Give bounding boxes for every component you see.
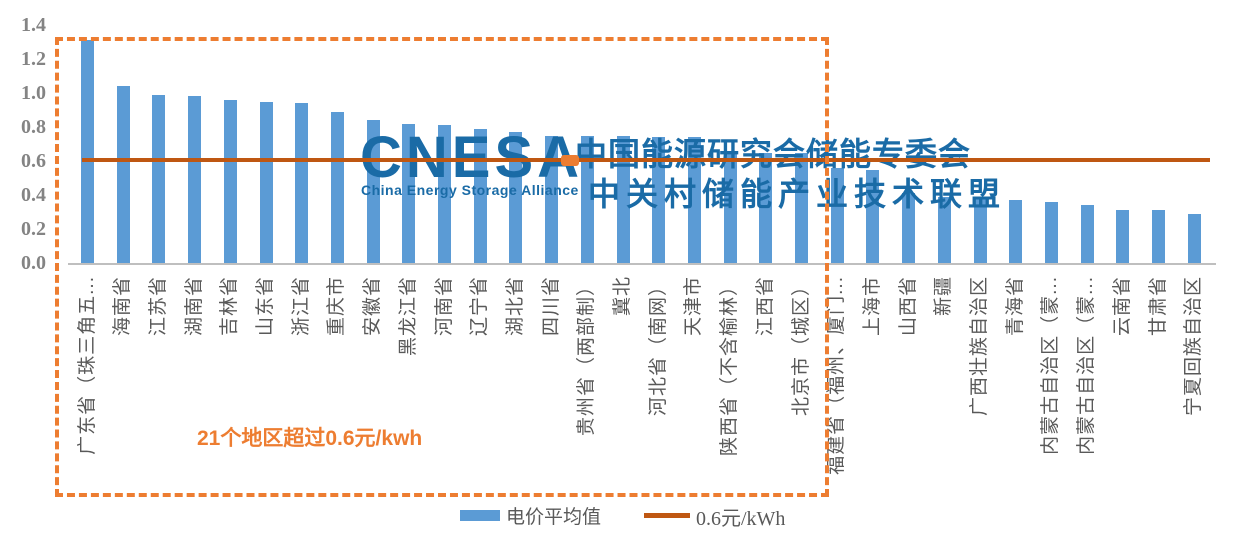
bar-宁夏回族自治区: [1187, 213, 1201, 263]
x-label-福建省（福州、厦门...: 福建省（福州、厦门...: [826, 276, 848, 475]
bar-山西省: [902, 193, 916, 263]
x-label-山西省: 山西省: [897, 276, 919, 337]
bar-四川省: [545, 135, 559, 263]
bar-江苏省: [152, 94, 166, 263]
bar-湖北省: [509, 132, 523, 263]
bar-吉林省: [223, 99, 237, 263]
x-label-内蒙古自治区（蒙...: 内蒙古自治区（蒙...: [1076, 276, 1098, 455]
y-tick-0.0: 0.0: [21, 252, 46, 274]
bar-陕西省（不含榆林）: [723, 150, 737, 263]
bar-河北省（南网）: [652, 137, 666, 263]
cnesa-logo-accent-mark: [561, 155, 579, 166]
y-tick-1.2: 1.2: [21, 48, 46, 70]
x-label-新疆: 新疆: [933, 276, 955, 317]
bar-江西省: [759, 152, 773, 263]
bar-重庆市: [330, 111, 344, 263]
bar-湖南省: [188, 96, 202, 263]
x-label-广西壮族自治区: 广西壮族自治区: [969, 276, 990, 417]
bar-广东省（珠三角五...: [81, 40, 94, 263]
bar-内蒙古自治区（蒙...: [1044, 201, 1058, 263]
y-tick-1.0: 1.0: [21, 82, 46, 104]
bar-天津市: [687, 137, 701, 263]
x-axis-line: [68, 263, 1216, 265]
bar-北京市（城区）: [795, 152, 808, 263]
watermark-line2: 中关村储能产业技术联盟: [588, 176, 1007, 212]
bar-安徽省: [366, 120, 380, 263]
bar-海南省: [116, 86, 130, 263]
y-tick-0.8: 0.8: [21, 116, 46, 138]
bar-广西壮族自治区: [973, 198, 987, 263]
annotation-text: 21个地区超过0.6元/kwh: [197, 427, 423, 450]
cnesa-logo-subtext: China Energy Storage Alliance: [361, 182, 579, 198]
bar-内蒙古自治区（蒙...: [1080, 205, 1094, 263]
x-label-青海省: 青海省: [1004, 276, 1026, 337]
bar-冀北: [616, 135, 630, 263]
bar-甘肃省: [1152, 210, 1165, 263]
x-label-内蒙古自治区（蒙...: 内蒙古自治区（蒙...: [1040, 276, 1062, 455]
bar-贵州省（两部制）: [580, 135, 594, 263]
bar-青海省: [1009, 200, 1023, 263]
watermark-line1: 中国能源研究会储能专委会: [575, 136, 972, 172]
x-label-云南省: 云南省: [1111, 276, 1133, 337]
legend-bar-swatch: [460, 510, 500, 521]
legend-bar-label: 电价平均值: [506, 507, 602, 528]
y-tick-0.4: 0.4: [21, 184, 46, 206]
bar-山东省: [259, 101, 273, 263]
highlight-dashed-box: [55, 37, 829, 497]
x-label-上海市: 上海市: [861, 276, 883, 337]
y-tick-0.6: 0.6: [21, 150, 46, 172]
bar-新疆: [937, 196, 951, 263]
bar-辽宁省: [473, 128, 487, 263]
legend-line-label: 0.6元/kWh: [696, 508, 786, 530]
bar-云南省: [1116, 210, 1130, 263]
bar-上海市: [866, 169, 880, 263]
x-label-甘肃省: 甘肃省: [1147, 276, 1169, 337]
legend-line-swatch: [644, 513, 690, 518]
x-label-宁夏回族自治区: 宁夏回族自治区: [1183, 276, 1205, 417]
y-tick-1.4: 1.4: [21, 14, 46, 36]
cnesa-logo-text: CNESA: [360, 125, 584, 190]
legend: 电价平均值 0.6元/kWh: [0, 500, 1246, 530]
reference-line-0.6: [82, 158, 1210, 162]
bar-浙江省: [295, 103, 309, 263]
y-tick-0.2: 0.2: [21, 218, 46, 240]
bar-福建省（福州、厦门...: [830, 167, 844, 263]
